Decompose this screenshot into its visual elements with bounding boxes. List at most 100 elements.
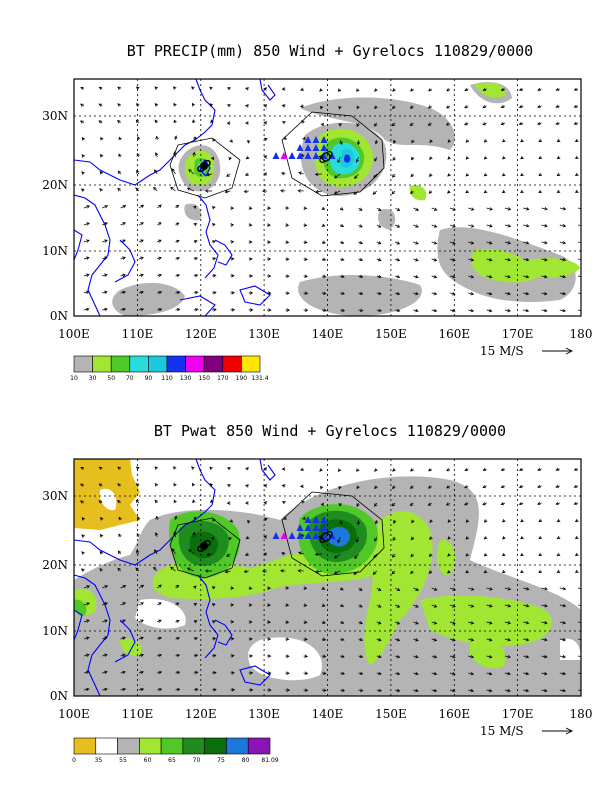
- wind-arrow: [559, 207, 567, 211]
- wind-arrow: [358, 224, 363, 228]
- wind-arrow: [228, 536, 232, 541]
- wind-arrow: [523, 637, 530, 642]
- y-tick: 30N: [42, 489, 68, 503]
- wind-arrow: [157, 256, 162, 261]
- wind-arrow: [212, 223, 216, 227]
- wind-arrow: [175, 619, 180, 624]
- wind-arrow: [281, 501, 286, 505]
- wind-arrow: [374, 88, 378, 92]
- wind-arrow: [374, 122, 378, 127]
- wind-arrow: [138, 670, 144, 675]
- gyre-marker: [320, 136, 328, 143]
- wind-arrow: [541, 257, 548, 262]
- wind-arrow: [413, 688, 419, 693]
- wind-arrow: [83, 602, 90, 606]
- colorbar-label: 35: [95, 757, 103, 764]
- wind-arrow: [320, 502, 324, 507]
- wind-arrow: [83, 619, 90, 623]
- wind-arrow: [465, 156, 470, 160]
- wind-arrow: [245, 535, 250, 540]
- wind-arrow: [578, 587, 581, 591]
- wind-arrow: [80, 483, 85, 487]
- wind-arrow: [446, 88, 451, 92]
- wind-arrow: [556, 569, 561, 573]
- wind-arrow: [559, 603, 567, 608]
- wind-arrow: [482, 122, 487, 126]
- wind-arrow: [556, 138, 561, 143]
- wind-arrow: [523, 274, 530, 279]
- colorbar-swatch: [226, 737, 249, 755]
- wind-arrow: [206, 172, 213, 177]
- wind-arrow: [248, 291, 254, 295]
- wind-arrow: [429, 519, 433, 524]
- wind-arrow: [173, 482, 177, 487]
- wind-arrow: [574, 172, 579, 176]
- wind-arrow: [280, 551, 286, 556]
- wind-arrow: [245, 87, 249, 91]
- wind-arrow: [523, 291, 530, 296]
- wind-arrow: [319, 88, 323, 92]
- wind-arrow: [356, 139, 361, 146]
- wind-arrow: [285, 586, 290, 590]
- wind-arrow: [410, 88, 414, 92]
- wind-arrow: [504, 688, 511, 693]
- wind-arrow: [117, 483, 121, 487]
- wind-arrow: [541, 274, 548, 279]
- wind-arrow: [154, 466, 158, 470]
- wind-arrow: [394, 638, 401, 642]
- wind-arrow: [555, 467, 560, 472]
- wind-arrow: [358, 257, 364, 262]
- wind-arrow: [486, 241, 493, 245]
- x-tick: 130E: [248, 327, 280, 341]
- wind-arrow: [175, 290, 181, 295]
- wind-arrow: [449, 207, 457, 211]
- wind-arrow: [482, 87, 487, 92]
- wind-arrow: [541, 637, 548, 642]
- wind-arrow: [99, 153, 104, 158]
- wind-arrow: [303, 206, 308, 210]
- wind-arrow: [468, 224, 475, 228]
- wind-arrow: [175, 653, 181, 658]
- wind-arrow: [248, 206, 253, 210]
- wind-arrow: [428, 173, 433, 177]
- wind-arrow: [447, 190, 451, 194]
- wind-arrow: [376, 604, 382, 608]
- wind-arrow: [520, 172, 524, 177]
- wind-arrow: [486, 654, 493, 659]
- wind-arrow: [212, 291, 217, 295]
- wind-arrow: [559, 240, 567, 245]
- wind-arrow: [226, 173, 231, 177]
- wind-arrow: [500, 501, 506, 506]
- gyre-marker: [304, 152, 312, 159]
- wind-arrow: [518, 467, 524, 472]
- wind-arrow: [354, 173, 359, 179]
- storm-symbols: [197, 151, 333, 173]
- wind-arrow: [468, 275, 475, 279]
- wind-arrow: [431, 671, 438, 676]
- wind-arrow: [321, 206, 326, 210]
- wind-arrow: [338, 122, 342, 127]
- wind-arrow: [520, 518, 524, 523]
- wind-arrow: [244, 552, 249, 556]
- wind-arrow: [175, 256, 180, 261]
- wind-arrow: [358, 604, 363, 608]
- wind-arrow: [427, 485, 432, 489]
- wind-arrow: [81, 568, 85, 572]
- wind-arrow: [212, 603, 216, 607]
- wind-vectors: [79, 466, 581, 693]
- wind-arrow: [500, 87, 506, 92]
- wind-arrow: [266, 274, 272, 278]
- wind-arrow: [212, 257, 217, 261]
- vector-scale-label: 15 M/S: [480, 724, 524, 738]
- wind-arrow: [98, 466, 103, 470]
- colorbar-label: 80: [242, 757, 250, 764]
- wind-arrow: [428, 190, 433, 194]
- wind-arrow: [541, 654, 548, 659]
- wind-arrow: [337, 156, 341, 164]
- wind-arrow: [574, 518, 579, 522]
- wind-arrow: [266, 688, 272, 692]
- wind-arrow: [574, 569, 579, 573]
- colorbar-swatch: [139, 737, 162, 755]
- wind-arrow: [120, 653, 126, 657]
- map-area: [74, 79, 581, 316]
